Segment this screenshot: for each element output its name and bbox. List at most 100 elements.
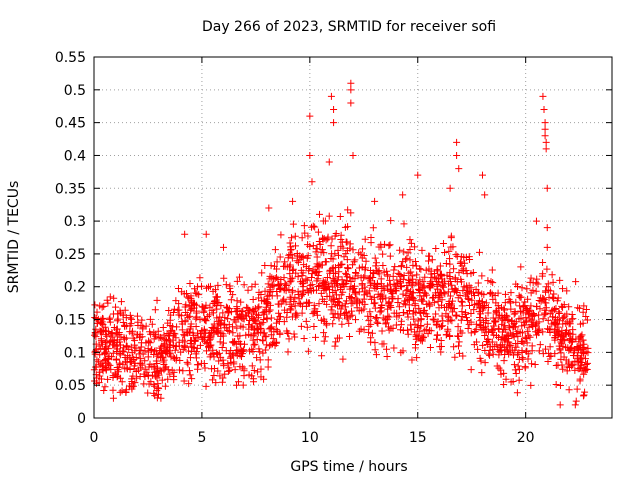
data-point — [107, 365, 115, 373]
data-point — [431, 270, 439, 278]
data-point — [145, 338, 153, 346]
data-point — [222, 347, 230, 355]
data-point — [110, 294, 118, 302]
data-point — [462, 309, 470, 317]
data-point — [435, 291, 443, 299]
data-point — [164, 375, 172, 383]
data-point — [150, 329, 158, 337]
data-point — [234, 346, 242, 354]
data-point — [415, 304, 423, 312]
data-point — [178, 288, 186, 296]
data-point — [444, 288, 452, 296]
data-point — [298, 309, 306, 317]
data-point — [542, 145, 550, 153]
data-point — [533, 302, 541, 310]
data-point — [314, 283, 322, 291]
data-point — [526, 315, 534, 323]
data-point — [563, 310, 571, 318]
data-point — [137, 355, 145, 363]
data-point — [511, 323, 519, 331]
data-point — [273, 258, 281, 266]
data-point — [541, 345, 549, 353]
data-point — [438, 275, 446, 283]
data-point — [497, 303, 505, 311]
data-point — [560, 314, 568, 322]
data-point — [317, 261, 325, 269]
data-point — [357, 325, 365, 333]
x-axis-label: GPS time / hours — [290, 459, 407, 475]
data-point — [412, 279, 420, 287]
data-point — [522, 318, 530, 326]
data-point — [557, 338, 565, 346]
data-point — [478, 369, 486, 377]
data-point — [568, 310, 576, 318]
data-point — [119, 311, 127, 319]
data-point — [542, 304, 550, 312]
data-point — [576, 377, 584, 385]
data-point — [465, 282, 473, 290]
data-point — [255, 345, 263, 353]
data-point — [387, 217, 395, 225]
data-point — [542, 309, 550, 317]
data-point — [551, 305, 559, 313]
data-point — [335, 334, 343, 342]
data-point — [404, 313, 412, 321]
data-point — [251, 316, 259, 324]
data-point — [287, 306, 295, 314]
data-point — [209, 325, 217, 333]
data-point — [347, 79, 355, 87]
data-point — [466, 301, 474, 309]
data-point — [355, 249, 363, 257]
data-point — [289, 197, 297, 205]
data-point — [214, 299, 222, 307]
data-point — [104, 299, 112, 307]
data-point — [256, 348, 264, 356]
data-point — [160, 331, 168, 339]
data-point — [186, 371, 194, 379]
data-point — [494, 346, 502, 354]
data-point — [453, 138, 461, 146]
data-point — [309, 310, 317, 318]
data-point — [384, 305, 392, 313]
data-point — [574, 357, 582, 365]
data-point — [403, 263, 411, 271]
data-point — [352, 316, 360, 324]
data-point — [334, 246, 342, 254]
data-point — [323, 321, 331, 329]
data-point — [563, 287, 571, 295]
data-point — [100, 387, 108, 395]
data-point — [468, 296, 476, 304]
data-point — [321, 333, 329, 341]
data-point — [390, 344, 398, 352]
data-point — [535, 325, 543, 333]
data-point — [484, 319, 492, 327]
data-point — [549, 278, 557, 286]
data-point — [222, 303, 230, 311]
data-point — [342, 308, 350, 316]
data-point — [447, 243, 455, 251]
data-point — [411, 302, 419, 310]
data-point — [400, 309, 408, 317]
data-point — [544, 280, 552, 288]
data-point — [584, 359, 592, 367]
data-point — [161, 382, 169, 390]
data-point — [507, 378, 515, 386]
data-point — [207, 335, 215, 343]
data-point — [541, 132, 549, 140]
data-point — [334, 298, 342, 306]
data-point — [281, 262, 289, 270]
data-point — [177, 348, 185, 356]
data-point — [433, 335, 441, 343]
data-point — [547, 352, 555, 360]
data-point — [238, 353, 246, 361]
data-point — [469, 268, 477, 276]
data-point — [342, 297, 350, 305]
data-point — [506, 297, 514, 305]
data-point — [420, 292, 428, 300]
data-point — [514, 328, 522, 336]
data-point — [347, 283, 355, 291]
data-point — [567, 345, 575, 353]
data-point — [257, 365, 265, 373]
data-point — [339, 355, 347, 363]
data-point — [522, 347, 530, 355]
